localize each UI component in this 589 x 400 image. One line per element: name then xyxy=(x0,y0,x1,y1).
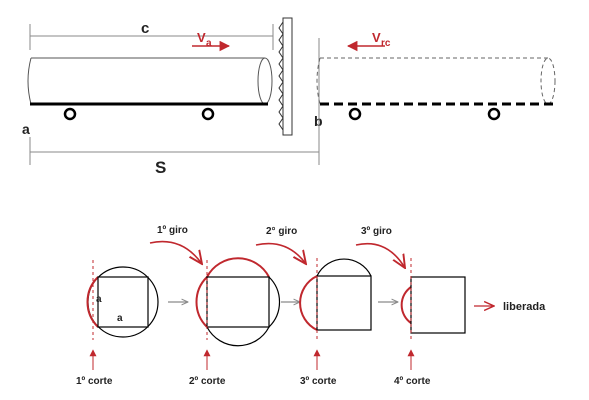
square-label-side: a xyxy=(96,294,102,305)
giro-label-3: 3º giro xyxy=(361,226,392,237)
square-label-bottom: a xyxy=(117,313,123,324)
label-va: V xyxy=(197,30,206,45)
corte-label-4: 4º corte xyxy=(394,376,431,387)
dimension-c xyxy=(29,24,274,50)
label-c: c xyxy=(141,20,149,37)
giro-arrow-2 xyxy=(255,242,306,264)
label-s: S xyxy=(155,158,166,177)
log-cylinder xyxy=(27,57,273,105)
stage-4-section xyxy=(400,258,466,340)
stage-1-section xyxy=(86,260,159,340)
wheel-3 xyxy=(348,107,362,121)
giro-arrow-3 xyxy=(355,243,405,268)
label-b: b xyxy=(314,113,323,129)
label-vrc: V xyxy=(372,30,381,45)
return-log-dashed xyxy=(316,57,556,105)
dimension-s xyxy=(29,38,320,165)
wheel-2 xyxy=(201,107,215,121)
label-vrc-subscript: rc xyxy=(381,38,391,49)
giro-arrow-1 xyxy=(149,240,202,264)
wheel-1 xyxy=(63,107,77,121)
label-a: a xyxy=(22,121,30,137)
liberada-label: liberada xyxy=(503,301,546,313)
saw-blade xyxy=(278,17,293,136)
stage-2-section xyxy=(195,257,281,347)
giro-label-1: 1º giro xyxy=(157,225,188,236)
corte-label-1: 1º corte xyxy=(76,376,113,387)
label-va-subscript: a xyxy=(206,38,212,49)
corte-label-3: 3º corte xyxy=(300,376,337,387)
wheel-4 xyxy=(487,107,501,121)
giro-label-2: 2° giro xyxy=(266,226,297,237)
corte-label-2: 2º corte xyxy=(189,376,226,387)
stage-3-section xyxy=(299,258,372,340)
